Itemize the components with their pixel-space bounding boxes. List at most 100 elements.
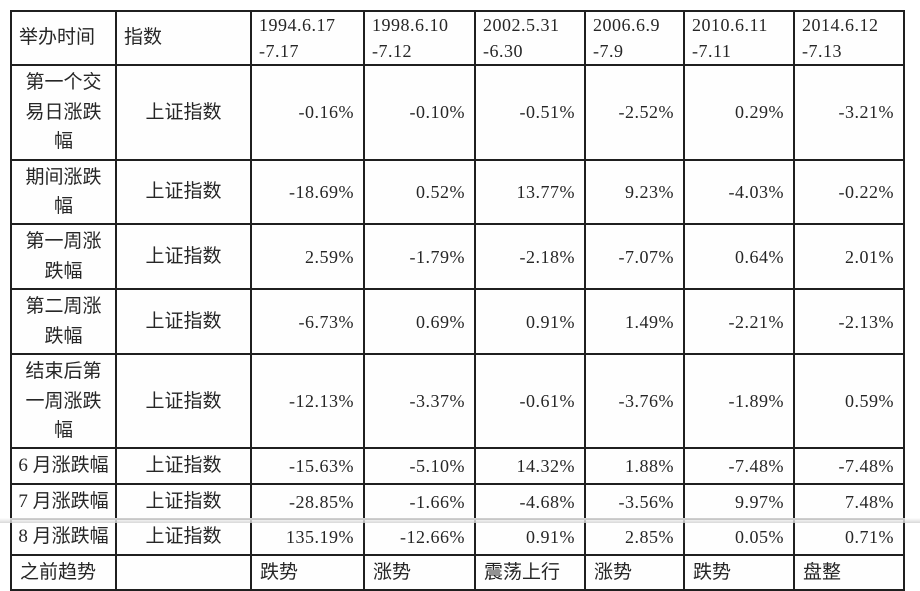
value-cell: -7.07% — [584, 223, 685, 291]
header-cell-period: 2010.6.11 -7.11 — [683, 9, 795, 67]
value-cell: -2.13% — [793, 288, 905, 356]
period-date-start: 1994.6.17 — [259, 15, 336, 35]
trend-cell: 涨势 — [363, 553, 476, 591]
value-cell: -2.52% — [584, 64, 685, 161]
value-cell: 1.49% — [584, 288, 685, 356]
value-cell: 0.05% — [683, 518, 795, 556]
value-cell: -3.76% — [584, 353, 685, 450]
header-row: 举办时间 指数 1994.6.17 -7.17 1998.6.10 -7.12 2002… — [10, 9, 905, 67]
value-cell: -7.48% — [793, 447, 905, 485]
period-date-end: -7.12 — [372, 41, 412, 62]
period-date-end: -7.17 — [259, 41, 299, 62]
period-date-end: -6.30 — [483, 41, 523, 62]
table-body: 第一个交易日涨跌幅 上证指数 -0.16% -0.10% -0.51% -2.52% 0.2… — [10, 64, 905, 591]
period-date-start: 2010.6.11 — [692, 15, 768, 35]
value-cell: -2.21% — [683, 288, 795, 356]
table-row: 期间涨跌幅 上证指数 -18.69% 0.52% 13.77% 9.23% -4.03% -0… — [10, 158, 905, 226]
value-cell: 2.01% — [793, 223, 905, 291]
header-cell-index: 指数 — [115, 9, 252, 67]
table-row: 第二周涨跌幅 上证指数 -6.73% 0.69% 0.91% 1.49% -2.21% -2.… — [10, 288, 905, 356]
value-cell: 0.59% — [793, 353, 905, 450]
period-date-start: 2002.5.31 — [483, 15, 560, 35]
period-date-start: 2014.6.12 — [802, 15, 879, 35]
index-name-cell: 上证指数 — [115, 158, 252, 226]
index-name-cell: 上证指数 — [115, 447, 252, 485]
value-cell: 9.23% — [584, 158, 685, 226]
value-cell: 9.97% — [683, 482, 795, 521]
value-cell: -0.22% — [793, 158, 905, 226]
index-name-cell: 上证指数 — [115, 223, 252, 291]
value-cell: -0.10% — [363, 64, 476, 161]
period-date-end: -7.13 — [802, 41, 842, 62]
value-cell: -15.63% — [250, 447, 365, 485]
period-date-end: -7.9 — [593, 41, 624, 62]
value-cell: 13.77% — [474, 158, 586, 226]
row-label: 6 月涨跌幅 — [10, 447, 117, 485]
table-row: 结束后第一周涨跌幅 上证指数 -12.13% -3.37% -0.61% -3.76% -1… — [10, 353, 905, 450]
period-date-end: -7.11 — [692, 41, 732, 62]
value-cell: -1.89% — [683, 353, 795, 450]
value-cell: -3.56% — [584, 482, 685, 521]
period-date-start: 2006.6.9 — [593, 15, 660, 35]
value-cell: 0.71% — [793, 518, 905, 556]
world-cup-sse-index-table: 举办时间 指数 1994.6.17 -7.17 1998.6.10 -7.12 2002… — [10, 9, 905, 591]
value-cell: -18.69% — [250, 158, 365, 226]
value-cell: 0.52% — [363, 158, 476, 226]
header-cell-period: 2002.5.31 -6.30 — [474, 9, 586, 67]
page-bottom-edge — [0, 518, 920, 523]
page: 举办时间 指数 1994.6.17 -7.17 1998.6.10 -7.12 2002… — [0, 9, 920, 591]
value-cell: -2.18% — [474, 223, 586, 291]
value-cell: 2.85% — [584, 518, 685, 556]
value-cell: -0.61% — [474, 353, 586, 450]
row-label: 结束后第一周涨跌幅 — [10, 353, 117, 450]
table-row: 7 月涨跌幅 上证指数 -28.85% -1.66% -4.68% -3.56% 9.97%… — [10, 482, 905, 521]
trend-cell: 跌势 — [683, 553, 795, 591]
table-row: 第一周涨跌幅 上证指数 2.59% -1.79% -2.18% -7.07% 0.64% 2.… — [10, 223, 905, 291]
index-name-cell — [115, 553, 252, 591]
row-label: 之前趋势 — [10, 553, 117, 591]
value-cell: -6.73% — [250, 288, 365, 356]
value-cell: -4.03% — [683, 158, 795, 226]
index-name-cell: 上证指数 — [115, 482, 252, 521]
value-cell: -0.51% — [474, 64, 586, 161]
row-label: 期间涨跌幅 — [10, 158, 117, 226]
trend-cell: 涨势 — [584, 553, 685, 591]
table-header: 举办时间 指数 1994.6.17 -7.17 1998.6.10 -7.12 2002… — [10, 9, 905, 67]
trend-row: 之前趋势 跌势 涨势 震荡上行 涨势 跌势 盘整 — [10, 553, 905, 591]
header-cell-period: 1998.6.10 -7.12 — [363, 9, 476, 67]
row-label: 第一个交易日涨跌幅 — [10, 64, 117, 161]
value-cell: -12.13% — [250, 353, 365, 450]
header-cell-period: 2006.6.9 -7.9 — [584, 9, 685, 67]
value-cell: 0.91% — [474, 518, 586, 556]
value-cell: 14.32% — [474, 447, 586, 485]
value-cell: -12.66% — [363, 518, 476, 556]
value-cell: -5.10% — [363, 447, 476, 485]
value-cell: -0.16% — [250, 64, 365, 161]
header-cell-period: 1994.6.17 -7.17 — [250, 9, 365, 67]
table-row: 6 月涨跌幅 上证指数 -15.63% -5.10% 14.32% 1.88% -7.48%… — [10, 447, 905, 485]
value-cell: -28.85% — [250, 482, 365, 521]
header-cell-period: 2014.6.12 -7.13 — [793, 9, 905, 67]
header-cell-time: 举办时间 — [10, 9, 117, 67]
index-name-cell: 上证指数 — [115, 288, 252, 356]
trend-cell: 震荡上行 — [474, 553, 586, 591]
value-cell: 0.69% — [363, 288, 476, 356]
table-row: 第一个交易日涨跌幅 上证指数 -0.16% -0.10% -0.51% -2.52% 0.2… — [10, 64, 905, 161]
row-label: 8 月涨跌幅 — [10, 518, 117, 556]
period-date-start: 1998.6.10 — [372, 15, 449, 35]
value-cell: 0.29% — [683, 64, 795, 161]
value-cell: 7.48% — [793, 482, 905, 521]
index-name-cell: 上证指数 — [115, 518, 252, 556]
value-cell: -1.66% — [363, 482, 476, 521]
row-label: 第一周涨跌幅 — [10, 223, 117, 291]
table-row: 8 月涨跌幅 上证指数 135.19% -12.66% 0.91% 2.85% 0.05% 0… — [10, 518, 905, 556]
value-cell: 1.88% — [584, 447, 685, 485]
value-cell: -7.48% — [683, 447, 795, 485]
value-cell: -4.68% — [474, 482, 586, 521]
row-label: 7 月涨跌幅 — [10, 482, 117, 521]
value-cell: 0.91% — [474, 288, 586, 356]
value-cell: -3.21% — [793, 64, 905, 161]
value-cell: 2.59% — [250, 223, 365, 291]
index-name-cell: 上证指数 — [115, 64, 252, 161]
value-cell: 135.19% — [250, 518, 365, 556]
